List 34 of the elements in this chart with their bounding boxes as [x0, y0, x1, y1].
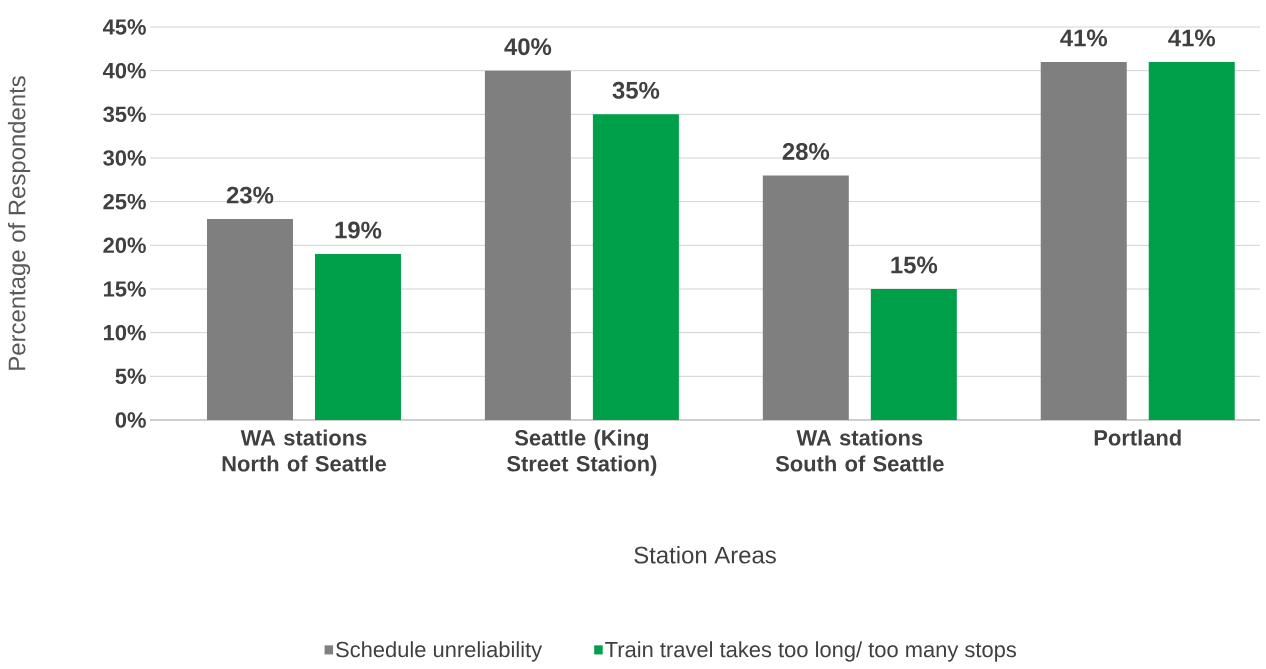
bar [870, 288, 957, 420]
x-axis-title: Station Areas [634, 546, 776, 564]
y-axis-title: Percentage of Respondents [7, 76, 31, 370]
x-tick-label: Seattle (King Street Station) [507, 429, 657, 476]
data-label: 15% [891, 256, 938, 274]
data-label: 41% [1168, 29, 1216, 47]
data-label: 41% [1060, 29, 1108, 47]
y-tick-label: 40% [102, 62, 146, 79]
y-tick-label: 30% [103, 150, 146, 166]
bar [592, 114, 679, 420]
x-tick-label: WA stations South of Seattle [775, 429, 944, 472]
bar [206, 219, 293, 420]
y-tick-label: 10% [104, 324, 146, 341]
legend-label: Train travel takes too long/ too many stops [605, 641, 1017, 662]
bar [1148, 61, 1235, 420]
y-tick-label: 35% [103, 106, 146, 123]
bar [314, 254, 401, 420]
bar [762, 175, 849, 420]
legend-label: Schedule unreliability [336, 641, 543, 662]
y-tick-label: 15% [104, 281, 146, 297]
bar [1040, 61, 1127, 420]
data-label: 35% [612, 81, 660, 99]
y-tick-label: 5% [115, 368, 146, 385]
data-label: 40% [504, 38, 552, 56]
x-tick-label: Portland [1094, 429, 1181, 446]
y-tick-label: 45% [102, 19, 146, 35]
y-tick-label: 0% [115, 412, 146, 428]
data-label: 19% [335, 221, 382, 239]
data-label: 23% [226, 186, 274, 204]
y-tick-label: 20% [103, 237, 146, 254]
bar [484, 70, 571, 420]
data-label: 28% [782, 143, 830, 160]
y-tick-label: 25% [103, 193, 146, 210]
x-tick-label: WA stations North of Seattle [222, 429, 387, 472]
